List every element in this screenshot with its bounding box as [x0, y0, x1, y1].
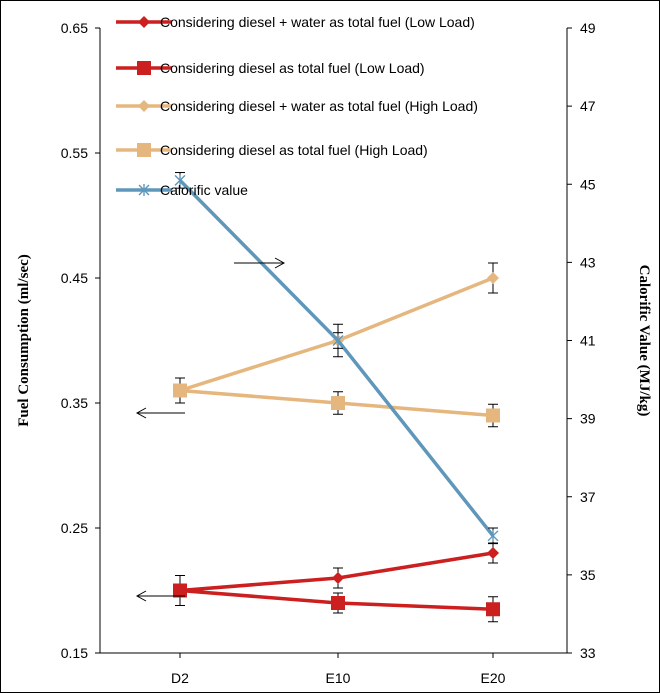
legend-label: Considering diesel + water as total fuel…	[160, 98, 478, 114]
data-point	[173, 584, 187, 598]
data-point	[487, 272, 499, 284]
data-point	[487, 547, 499, 559]
legend-item: Calorific value	[116, 182, 248, 198]
left-axis-title: Fuel Consumption (ml/sec)	[16, 254, 32, 427]
legend-label: Calorific value	[160, 182, 248, 198]
series-3	[173, 378, 500, 427]
legend-swatch-marker	[137, 143, 151, 157]
data-point	[486, 602, 500, 616]
legend-label: Considering diesel as total fuel (High L…	[160, 142, 428, 158]
legend-swatch-marker	[137, 61, 151, 75]
left-axis-arrow-high-load	[137, 408, 185, 418]
right-tick-label: 37	[580, 489, 596, 505]
right-axis-title: Calorific Value (MJ/kg)	[636, 265, 652, 417]
right-tick-label: 35	[580, 567, 596, 583]
series-4	[175, 173, 498, 544]
legend-label: Considering diesel as total fuel (Low Lo…	[160, 60, 425, 76]
legend-item: Considering diesel as total fuel (High L…	[116, 142, 428, 158]
data-point	[488, 530, 498, 542]
left-tick-label: 0.65	[61, 20, 88, 36]
plot-area: 0.15 0.25 0.35 0.45 0.55 0.65 33 35 37 39 41 43 45 47…	[61, 20, 596, 686]
right-tick-label: 49	[580, 20, 596, 36]
axis-arrows	[137, 258, 284, 601]
right-tick-label: 45	[580, 176, 596, 192]
x-tick-label: E10	[326, 670, 351, 686]
data-point	[331, 596, 345, 610]
data-point	[486, 409, 500, 423]
left-tick-label: 0.35	[61, 395, 88, 411]
left-tick-label: 0.55	[61, 145, 88, 161]
series-line	[180, 278, 493, 391]
series-line	[180, 180, 493, 535]
right-tick-label: 39	[580, 411, 596, 427]
left-tick-label: 0.25	[61, 520, 88, 536]
legend-item: Considering diesel + water as total fuel…	[116, 98, 478, 114]
left-tick-label: 0.15	[61, 645, 88, 661]
left-tick-label: 0.45	[61, 270, 88, 286]
x-tick-label: E20	[481, 670, 506, 686]
legend-label: Considering diesel + water as total fuel…	[160, 14, 475, 30]
data-point	[331, 396, 345, 410]
legend-swatch-marker	[138, 100, 150, 112]
data-point	[173, 384, 187, 398]
right-tick-label: 47	[580, 98, 596, 114]
legend-item: Considering diesel as total fuel (Low Lo…	[116, 60, 425, 76]
x-tick-label: D2	[171, 670, 189, 686]
series-line	[180, 553, 493, 591]
right-tick-label: 43	[580, 254, 596, 270]
data-point	[332, 572, 344, 584]
right-tick-label: 33	[580, 645, 596, 661]
legend-item: Considering diesel + water as total fuel…	[116, 14, 475, 30]
legend-swatch-marker	[138, 16, 150, 28]
right-tick-label: 41	[580, 333, 596, 349]
legend: Considering diesel + water as total fuel…	[116, 14, 478, 198]
series-layer	[173, 173, 500, 622]
